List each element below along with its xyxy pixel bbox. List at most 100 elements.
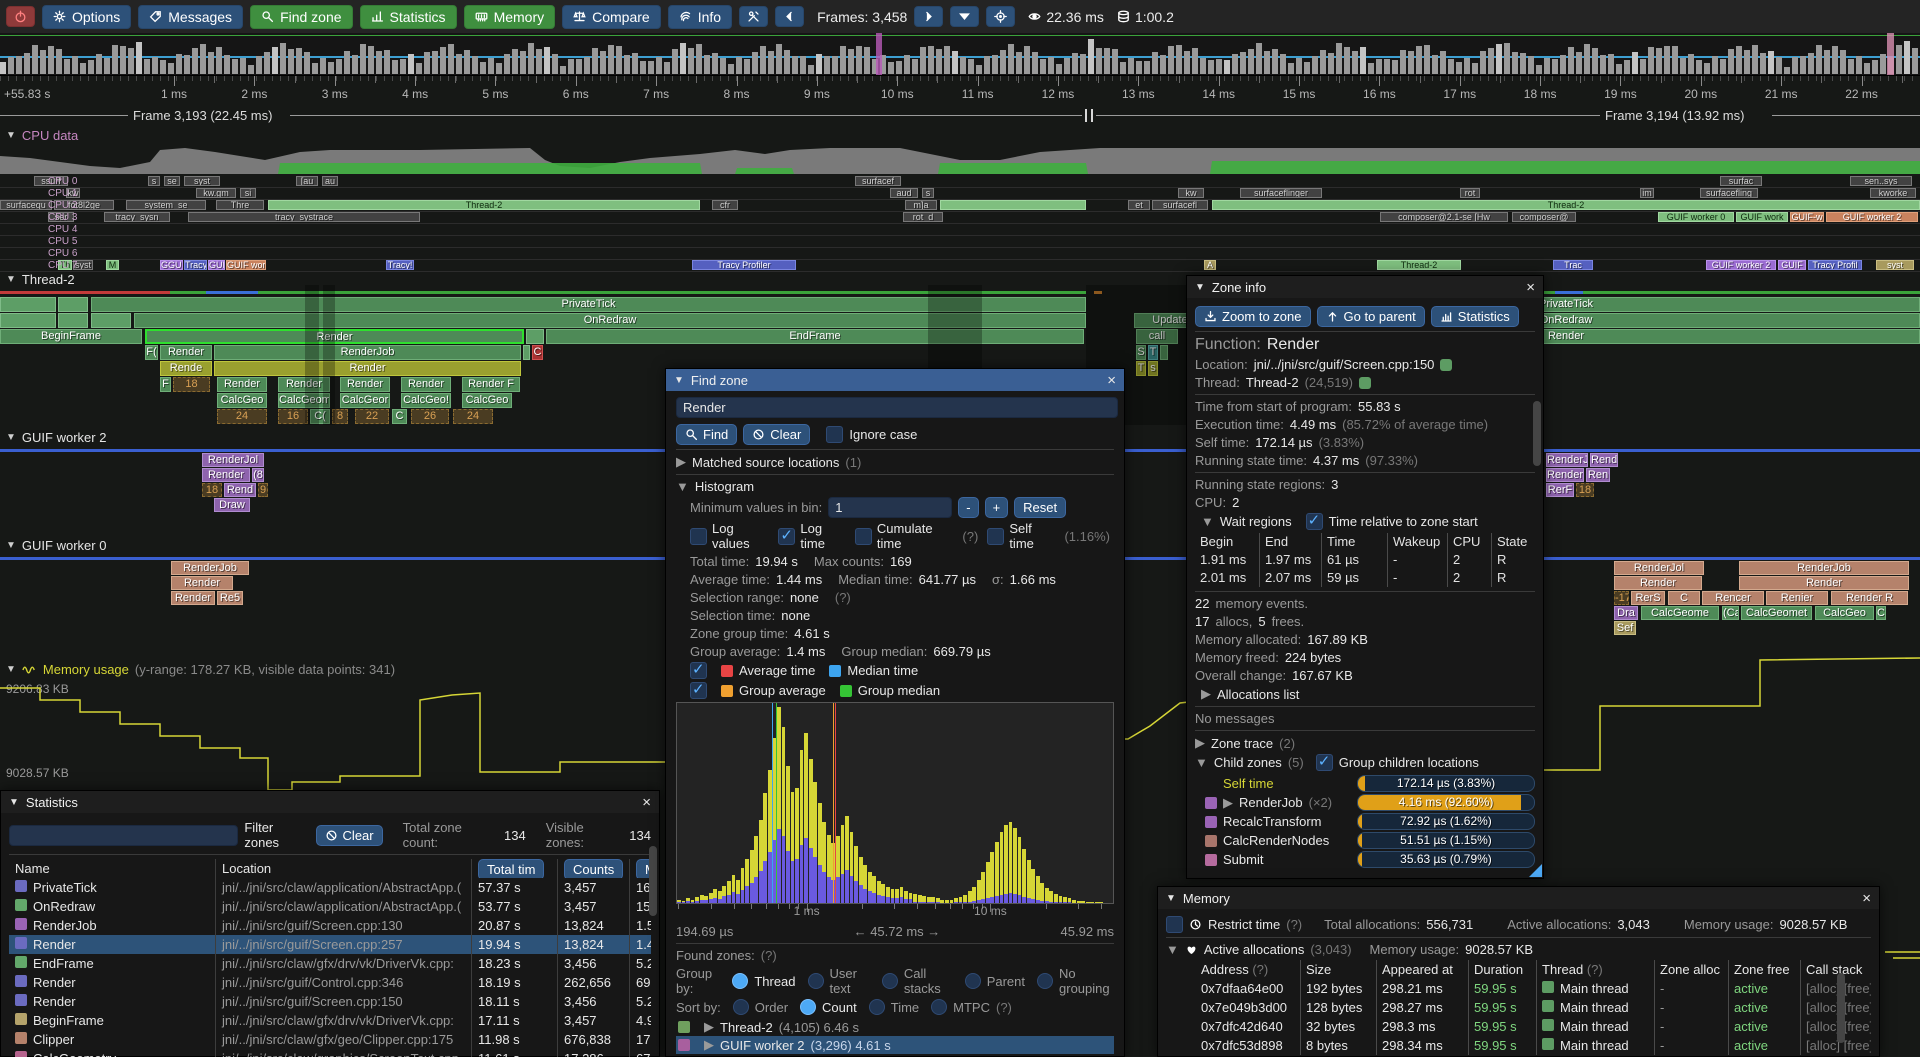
timeline-zone[interactable]: CalcGeome [278, 393, 330, 408]
info-button[interactable]: Info [667, 4, 733, 29]
cpu-zone[interactable]: si [240, 188, 256, 198]
call-stack-alloc-link[interactable]: [alloc] [1806, 1000, 1840, 1015]
timeline-zone[interactable]: C [392, 409, 407, 424]
legend-checkbox[interactable] [690, 660, 707, 679]
timeline-zone[interactable]: Render [202, 468, 250, 482]
timeline-zone[interactable]: Rende [160, 361, 212, 376]
timeline-zone[interactable]: 18 [202, 483, 222, 497]
frame-overview-strip[interactable] [0, 33, 1920, 76]
help-icon[interactable]: (?) [760, 948, 777, 963]
cpu-zone[interactable]: se [164, 176, 180, 186]
timeline-zone[interactable]: s [1148, 361, 1158, 376]
timeline-zone[interactable]: -17 [1614, 591, 1629, 605]
option-checkbox[interactable] [854, 527, 872, 545]
legend-checkbox[interactable] [690, 680, 707, 699]
timeline-zone[interactable]: CalcGeomet [1741, 606, 1812, 620]
cpu-data-header[interactable]: ▼ CPU data [6, 128, 78, 143]
cpu-zone[interactable]: Thread-2 [268, 200, 700, 210]
messages-button[interactable]: Messages [138, 4, 244, 29]
group-by-radio[interactable] [807, 973, 824, 989]
timeline-zone[interactable]: Render [214, 361, 521, 376]
alloc-address[interactable]: 0x7dfc42d640 [1201, 1019, 1283, 1034]
statistics-button[interactable]: Statistics [359, 4, 457, 29]
cpu-zone[interactable]: s [148, 176, 160, 186]
memory-scrollbar[interactable] [1837, 973, 1845, 1043]
table-row[interactable]: BeginFrame [9, 1011, 215, 1030]
cpu-zone[interactable]: fot8l2ge [54, 200, 114, 210]
guif-worker0-header[interactable]: ▼ GUIF worker 0 [6, 538, 106, 553]
memory-panel-header[interactable]: ▼ Memory × [1158, 887, 1879, 909]
cpu-zone[interactable]: syst [184, 176, 220, 186]
cpu-zone[interactable]: syst [1876, 260, 1914, 270]
stats-column-header[interactable]: MTPC [629, 859, 651, 878]
frame-label-right[interactable]: Frame 3,194 (13.92 ms) [1600, 108, 1750, 123]
timeline-zone[interactable]: Render [340, 377, 390, 392]
zone-info-scrollbar[interactable] [1533, 401, 1541, 466]
group-by-radio[interactable] [964, 973, 981, 989]
timeline-zone[interactable]: CalcGeor [340, 393, 390, 408]
timeline-zone[interactable]: OnRedraw [134, 313, 1086, 328]
mem-column-header[interactable]: Thread (?) [1536, 960, 1654, 979]
cpu-zone[interactable]: Tracy Profil [1808, 260, 1862, 270]
find-zone-button[interactable]: Find zone [250, 4, 353, 29]
panel-resize-grip[interactable] [1529, 864, 1542, 877]
option-checkbox[interactable] [690, 527, 707, 545]
call-stack-free-link[interactable]: [free] [1839, 1038, 1871, 1053]
timeline-zone[interactable]: 26 [411, 409, 449, 424]
timeline-zone[interactable]: PrivateTick [91, 297, 1086, 312]
clear-filter-button[interactable]: Clear [315, 824, 383, 846]
child-zone-row[interactable]: CalcRenderNodes 51.51 µs (1.15%) [1205, 831, 1535, 850]
timeline-zone[interactable] [91, 313, 131, 328]
cpu-zone[interactable]: syst [73, 260, 93, 270]
call-stack-alloc-link[interactable]: [alloc] [1806, 1038, 1840, 1053]
help-icon[interactable]: (?) [995, 999, 1012, 1015]
timeline-zone[interactable]: Rend [1590, 453, 1618, 467]
bin-decrease-button[interactable]: - [958, 497, 979, 518]
timeline-zone[interactable]: C [1668, 591, 1700, 605]
mem-column-header[interactable]: Call stack [1800, 960, 1871, 979]
help-icon[interactable]: (?) [1583, 962, 1603, 977]
timeline-zone[interactable]: BeginFrame [0, 329, 142, 344]
cpu-zone[interactable]: tracy_systrace [188, 212, 420, 222]
cpu-zone[interactable]: GUIF worker 2 [1706, 260, 1776, 270]
sort-by-radio[interactable] [732, 999, 749, 1015]
timeline-zone[interactable]: 16 [278, 409, 308, 424]
cpu-zone[interactable]: Tracy! [386, 260, 414, 270]
cpu-zone[interactable]: GUIF wor [226, 260, 266, 270]
compare-button[interactable]: Compare [562, 4, 661, 29]
call-stack-free-link[interactable]: [free] [1839, 1000, 1871, 1015]
options-button[interactable]: Options [42, 4, 132, 29]
close-icon[interactable]: × [1526, 278, 1535, 296]
cpu-zone[interactable]: Thread-2 [1212, 200, 1920, 210]
collapse-icon[interactable]: ▼ [676, 479, 689, 494]
timeline-zone[interactable]: Render [1739, 576, 1909, 590]
timeline-zone[interactable]: CalcGeo [462, 393, 512, 408]
cpu-zone[interactable]: surfacefl [1152, 200, 1208, 210]
timeline-zone[interactable] [0, 313, 56, 328]
timeline-zone[interactable] [58, 297, 88, 312]
sort-by-radio[interactable] [931, 999, 948, 1015]
timeline-zone[interactable]: Render [217, 377, 267, 392]
cpu-zone[interactable]: kw.gm [196, 188, 236, 198]
alloc-address[interactable]: 0x7e049b3d00 [1201, 1000, 1288, 1015]
timeline-zone[interactable]: 24 [453, 409, 493, 424]
collapse-icon[interactable]: ▼ [6, 432, 16, 443]
timeline-zone[interactable]: RenderJob [171, 561, 249, 575]
thread-color-swatch[interactable] [1358, 376, 1371, 389]
timeline-zone[interactable]: C [532, 345, 543, 360]
found-zone-group[interactable]: ▶ GUIF worker 0 (3,231) 4.48 s [676, 1054, 1114, 1057]
expand-icon[interactable]: ▶ [1223, 794, 1233, 810]
collapse-icon[interactable]: ▼ [1195, 755, 1208, 770]
cpu-zone[interactable]: surfac [1720, 176, 1762, 186]
call-stack-free-link[interactable]: [free] [1839, 1019, 1871, 1034]
cpu-zone[interactable]: composer@2.1-se [Hw [1380, 212, 1508, 222]
cpu-zone[interactable]: Trac [1553, 260, 1593, 270]
cpu-zone[interactable]: ssurf [34, 176, 68, 186]
cpu-zone[interactable]: Tracy [184, 260, 207, 270]
cpu-zone[interactable]: kw [66, 188, 80, 198]
timeline-zone[interactable]: 22 [355, 409, 389, 424]
child-zone-row[interactable]: RecalcTransform 72.92 µs (1.62%) [1205, 812, 1535, 831]
expand-icon[interactable]: ▶ [676, 454, 686, 469]
option-checkbox[interactable] [987, 527, 1005, 545]
cpu-zone[interactable]: s [922, 188, 934, 198]
